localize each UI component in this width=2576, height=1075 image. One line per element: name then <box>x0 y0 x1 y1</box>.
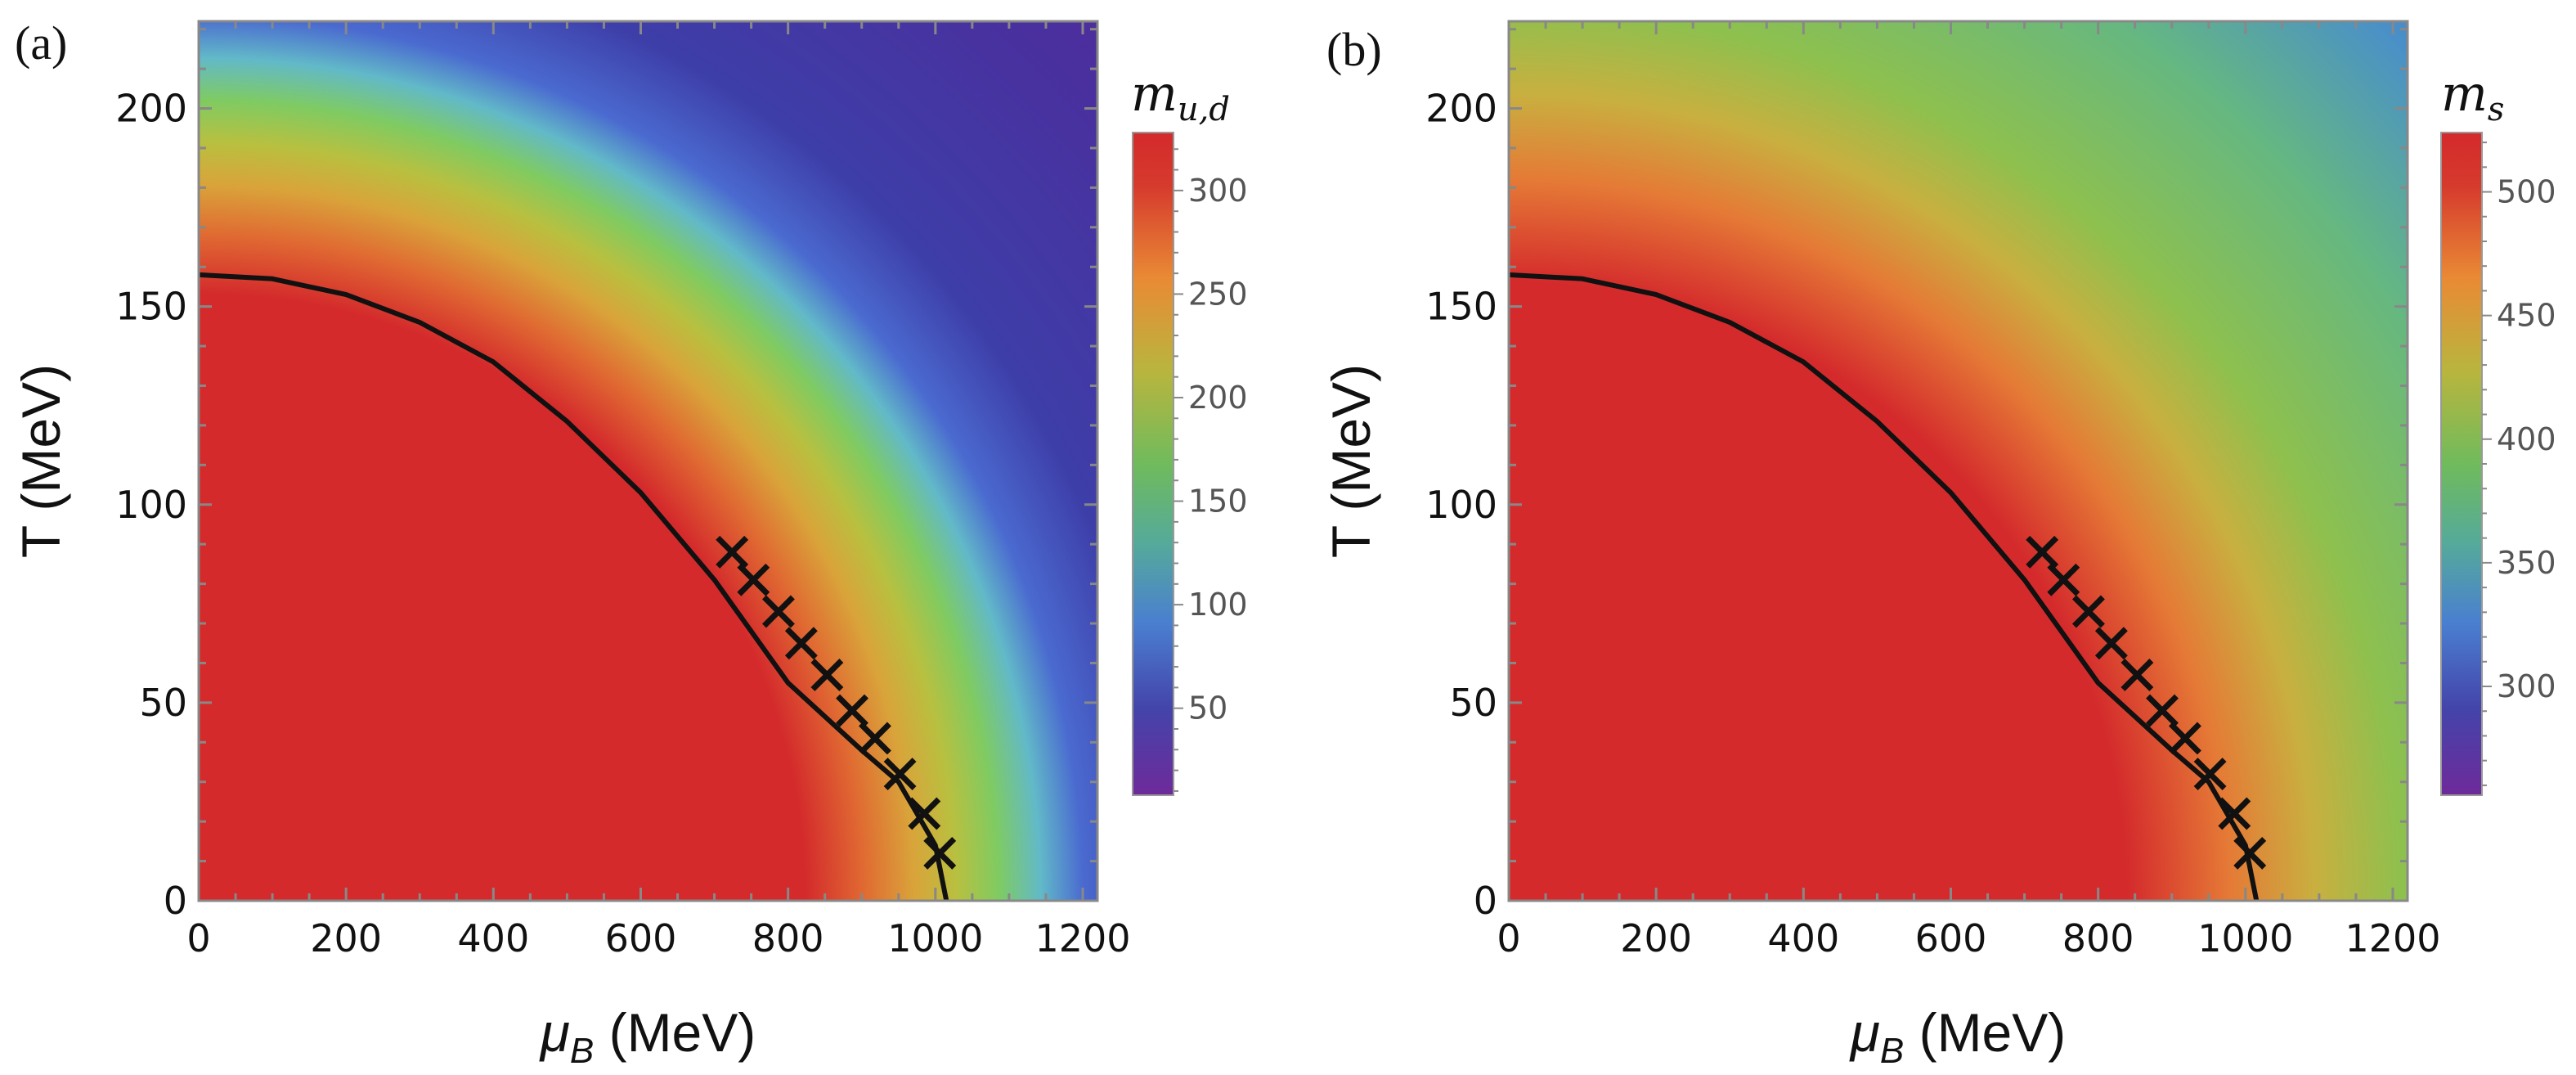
cross-marker <box>2146 694 2179 727</box>
cross-marker <box>2026 535 2059 569</box>
colorbar-gradient <box>2440 132 2483 796</box>
cross-marker <box>859 722 891 755</box>
y-tick-label: 150 <box>115 285 187 329</box>
colorbar-gradient <box>1132 132 1174 796</box>
x-tick-label: 800 <box>2062 916 2134 960</box>
y-tick-label: 100 <box>115 483 187 527</box>
panel-b: 0 200 400 600 800 1000 1200 0 50 100 150 200 μB (MeV… <box>1321 20 2556 1071</box>
colorbar-tick-label: 50 <box>1188 690 1227 726</box>
x-tick-label: 1200 <box>1034 916 1130 960</box>
x-tick-label: 1200 <box>2345 916 2440 960</box>
colorbar-tick-label: 250 <box>1188 276 1248 312</box>
cross-marker <box>2193 758 2227 790</box>
x-tick-label: 1000 <box>887 916 983 960</box>
x-tick-label: 1000 <box>2197 916 2293 960</box>
heatmap-a <box>199 21 1097 901</box>
y-tick-label: 200 <box>1425 87 1497 131</box>
cross-marker <box>2094 627 2128 660</box>
x-tick-label: 200 <box>310 916 382 960</box>
colorbar-tick-label: 150 <box>1188 484 1248 520</box>
y-tick-label: 0 <box>1474 879 1497 923</box>
x-tick-label: 400 <box>1767 916 1839 960</box>
cross-marker <box>2233 836 2267 870</box>
y-tick-label: 0 <box>164 879 187 923</box>
x-tick-label: 400 <box>457 916 529 960</box>
x-tick-label: 0 <box>1497 916 1520 960</box>
colorbar-tick-label: 300 <box>2497 668 2556 704</box>
phase-boundary-curve <box>199 272 949 901</box>
heatmap-b <box>1509 21 2408 901</box>
cross-marker <box>883 758 917 790</box>
cross-marker <box>2218 797 2251 830</box>
colorbar-a: 50 100 150 200 250 300 mu,d <box>1131 65 1248 796</box>
x-axis-title: μB (MeV) <box>1849 1002 2067 1071</box>
cross-marker <box>761 595 795 628</box>
colorbar-title: mu,d <box>1131 65 1230 128</box>
y-tick-label: 50 <box>1449 681 1497 725</box>
cross-marker <box>737 563 770 596</box>
colorbar-tick-label: 350 <box>2497 545 2556 581</box>
colorbar-b: 300 350 400 450 500 ms <box>2440 65 2556 796</box>
colorbar-tick-label: 300 <box>1188 173 1248 209</box>
cross-marker <box>2120 659 2154 691</box>
cross-marker <box>2169 722 2201 755</box>
x-tick-label: 600 <box>605 916 677 960</box>
colorbar-tick-label: 200 <box>1188 380 1248 416</box>
y-tick-label: 200 <box>115 87 187 131</box>
x-tick-label: 800 <box>752 916 824 960</box>
panel-label: (b) <box>1326 23 1382 76</box>
x-tick-label: 600 <box>1915 916 1987 960</box>
plot-frame <box>1507 20 2409 902</box>
plot-frame <box>197 20 1099 902</box>
cross-marker <box>784 627 818 660</box>
colorbar-tick-label: 400 <box>2497 421 2556 457</box>
cross-marker <box>716 535 749 569</box>
cross-marker <box>923 836 957 870</box>
cross-marker <box>2047 563 2080 596</box>
cross-marker <box>2072 595 2105 628</box>
phase-boundary-curve <box>1509 272 2260 901</box>
y-tick-label: 100 <box>1425 483 1497 527</box>
colorbar-title: ms <box>2441 65 2504 128</box>
y-tick-label: 50 <box>139 681 187 725</box>
colorbar-tick-label: 450 <box>2497 298 2556 334</box>
cross-marker <box>836 694 868 727</box>
colorbar-tick-label: 100 <box>1188 587 1248 623</box>
x-axis-title: μB (MeV) <box>539 1002 756 1071</box>
panel-a: 0 200 400 600 800 1000 1200 0 50 100 150 200 μB (MeV… <box>11 16 1248 1071</box>
panel-label: (a) <box>15 16 67 70</box>
y-axis-title: T (MeV) <box>1321 364 1381 558</box>
cross-marker <box>810 659 844 691</box>
y-axis-title: T (MeV) <box>11 364 71 558</box>
cross-marker <box>908 797 941 830</box>
x-tick-label: 200 <box>1620 916 1692 960</box>
x-tick-label: 0 <box>186 916 210 960</box>
colorbar-tick-label: 500 <box>2497 174 2556 210</box>
y-tick-label: 150 <box>1425 285 1497 329</box>
